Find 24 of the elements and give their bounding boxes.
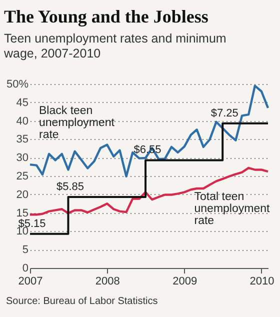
y-tick-label: 5 bbox=[22, 244, 28, 256]
y-tick-label: 40 bbox=[16, 115, 28, 128]
y-tick-label: 50% bbox=[6, 78, 29, 90]
y-tick-label: 20 bbox=[16, 188, 28, 201]
y-tick-label: 15 bbox=[16, 207, 28, 220]
y-tick-label: 0 bbox=[22, 262, 28, 274]
y-tick-label: 25 bbox=[16, 170, 28, 182]
chart-subtitle: Teen unemployment rates and minimum wage, 2007-2010 bbox=[3, 32, 226, 60]
x-tick-label: 2009 bbox=[172, 276, 198, 288]
data-label: $7.25 bbox=[210, 107, 238, 120]
y-tick-label: 30 bbox=[16, 152, 28, 164]
x-tick-label: 2008 bbox=[95, 276, 120, 288]
y-tick-label: 35 bbox=[16, 134, 28, 146]
data-label: $5.85 bbox=[56, 181, 84, 194]
x-tick-label: 2010 bbox=[250, 276, 274, 288]
chart-title: The Young and the Jobless bbox=[4, 6, 208, 26]
line-series bbox=[28, 166, 270, 216]
series-label: Black teen unemployment rate bbox=[39, 104, 116, 141]
x-tick-label: 2007 bbox=[18, 276, 43, 288]
series-label: Total teen unemployment rate bbox=[194, 191, 270, 228]
line-series bbox=[28, 84, 270, 178]
y-tick-label: 45 bbox=[16, 96, 28, 109]
y-tick-label: 10 bbox=[16, 226, 28, 238]
source-note: Source: Bureau of Labor Statistics bbox=[6, 296, 158, 307]
